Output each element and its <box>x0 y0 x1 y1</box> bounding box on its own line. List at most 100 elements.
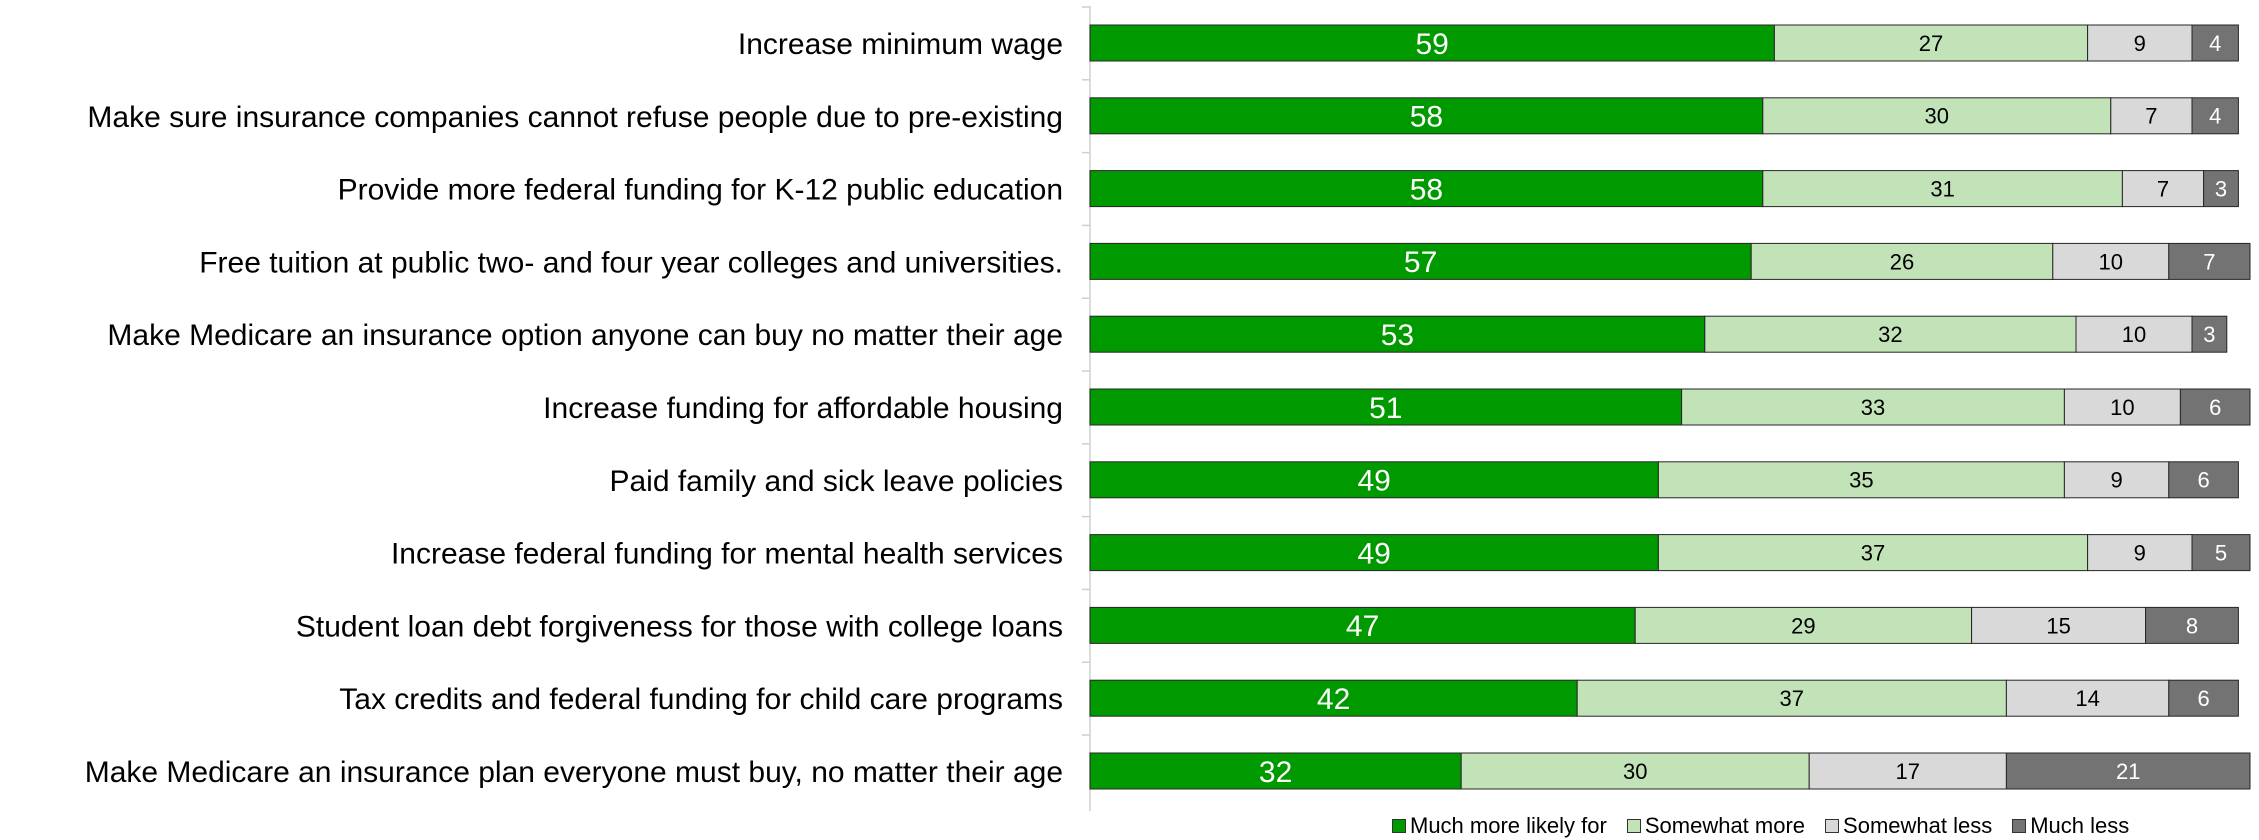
legend-item-much-less: Much less <box>2012 813 2129 839</box>
legend-label-somewhat-more: Somewhat more <box>1644 813 1806 838</box>
bar-much-more-likely-for-2 <box>1089 97 1764 135</box>
data-label-much-more-likely-for-11: 32 <box>1259 756 1292 789</box>
bar-much-less-8 <box>2191 534 2251 572</box>
data-label-much-more-likely-for-7: 49 <box>1358 465 1391 498</box>
data-label-somewhat-more-9: 29 <box>1791 613 1815 638</box>
category-label-increase-funding-for-affordable-housing: Increase funding for affordable housing <box>543 392 1063 425</box>
data-label-much-more-likely-for-1: 59 <box>1416 28 1449 61</box>
legend-swatch-somewhat-more <box>1626 819 1641 833</box>
bar-somewhat-more-5 <box>1704 315 2077 353</box>
data-label-much-less-8: 5 <box>2215 541 2227 566</box>
data-label-somewhat-less-7: 9 <box>2110 468 2122 493</box>
category-label-increase-federal-funding-for-mental-heal: Increase federal funding for mental heal… <box>391 538 1063 571</box>
data-label-much-more-likely-for-5: 53 <box>1381 319 1414 352</box>
legend-item-somewhat-less: Somewhat less <box>1825 813 1992 839</box>
legend-item-much-more: Much more likely for <box>1392 813 1607 839</box>
bar-somewhat-more-1 <box>1773 24 2089 62</box>
data-label-somewhat-less-6: 10 <box>2110 395 2134 420</box>
bar-much-more-likely-for-6 <box>1089 388 1683 426</box>
bar-much-less-9 <box>2145 606 2239 644</box>
bar-much-more-likely-for-1 <box>1089 24 1775 62</box>
bar-much-more-likely-for-7 <box>1089 461 1659 499</box>
bar-much-more-likely-for-10 <box>1089 679 1578 717</box>
data-label-much-less-6: 6 <box>2209 395 2221 420</box>
data-label-much-less-4: 7 <box>2203 249 2215 274</box>
data-label-much-less-9: 8 <box>2186 613 2198 638</box>
bar-much-less-7 <box>2168 461 2239 499</box>
bar-much-less-6 <box>2179 388 2251 426</box>
bar-much-less-2 <box>2191 97 2239 135</box>
category-label-tax-credits-and-federal-funding-for-chil: Tax credits and federal funding for chil… <box>339 683 1063 716</box>
bar-somewhat-less-9 <box>1971 606 2147 644</box>
data-label-much-more-likely-for-2: 58 <box>1410 101 1443 134</box>
bar-somewhat-more-6 <box>1681 388 2065 426</box>
bar-much-less-4 <box>2168 242 2251 280</box>
bar-somewhat-more-3 <box>1762 170 2123 208</box>
bar-somewhat-more-8 <box>1657 534 2089 572</box>
bar-somewhat-less-10 <box>2005 679 2170 717</box>
data-label-somewhat-more-1: 27 <box>1919 31 1943 56</box>
category-label-increase-minimum-wage: Increase minimum wage <box>738 28 1063 61</box>
data-label-much-less-10: 6 <box>2197 686 2209 711</box>
data-label-somewhat-more-2: 30 <box>1925 104 1949 129</box>
bar-much-more-likely-for-3 <box>1089 170 1764 208</box>
data-label-somewhat-more-3: 31 <box>1930 177 1954 202</box>
data-label-much-more-likely-for-3: 58 <box>1410 173 1443 206</box>
legend-label-much-more: Much more likely for <box>1410 813 1607 838</box>
data-label-somewhat-less-2: 7 <box>2145 104 2157 129</box>
bar-somewhat-less-8 <box>2087 534 2193 572</box>
data-label-somewhat-more-6: 33 <box>1861 395 1885 420</box>
data-label-much-more-likely-for-4: 57 <box>1404 246 1437 279</box>
data-label-somewhat-more-10: 37 <box>1780 686 1804 711</box>
data-label-somewhat-more-8: 37 <box>1861 541 1885 566</box>
data-label-somewhat-less-4: 10 <box>2099 249 2123 274</box>
bar-somewhat-more-2 <box>1762 97 2112 135</box>
data-label-much-less-11: 21 <box>2116 759 2140 784</box>
data-label-somewhat-more-4: 26 <box>1890 249 1914 274</box>
bar-much-more-likely-for-5 <box>1089 315 1706 353</box>
category-label-make-sure-insurance-companies-cannot-ref: Make sure insurance companies cannot ref… <box>87 101 1063 134</box>
bar-somewhat-less-6 <box>2063 388 2181 426</box>
data-label-much-less-3: 3 <box>2215 177 2227 202</box>
data-label-somewhat-less-3: 7 <box>2157 177 2169 202</box>
legend-swatch-much-less <box>2012 819 2027 833</box>
bar-somewhat-less-3 <box>2121 170 2205 208</box>
data-label-somewhat-less-11: 17 <box>1896 759 1920 784</box>
bar-much-more-likely-for-4 <box>1089 242 1752 280</box>
category-label-free-tuition-at-public-two-and-four-year: Free tuition at public two- and four yea… <box>199 246 1063 279</box>
category-label-make-medicare-an-insurance-option-anyone: Make Medicare an insurance option anyone… <box>107 319 1063 352</box>
data-label-somewhat-more-7: 35 <box>1849 468 1873 493</box>
bar-somewhat-more-10 <box>1576 679 2007 717</box>
legend-swatch-much-more <box>1392 819 1406 833</box>
data-label-somewhat-less-1: 9 <box>2134 31 2146 56</box>
category-label-provide-more-federal-funding-for-k-12-pu: Provide more federal funding for K-12 pu… <box>338 174 1063 207</box>
data-label-much-more-likely-for-6: 51 <box>1369 392 1402 425</box>
legend: Much more likely for Somewhat more Somew… <box>1392 813 2129 839</box>
legend-swatch-somewhat-less <box>1825 819 1840 833</box>
bar-somewhat-less-7 <box>2063 461 2170 499</box>
data-label-much-more-likely-for-10: 42 <box>1317 683 1350 716</box>
data-label-somewhat-less-5: 10 <box>2122 322 2146 347</box>
bar-somewhat-more-11 <box>1460 752 1810 790</box>
category-label-student-loan-debt-forgiveness-for-those-: Student loan debt forgiveness for those … <box>296 610 1063 643</box>
data-label-much-more-likely-for-9: 47 <box>1346 610 1379 643</box>
bar-somewhat-less-1 <box>2087 24 2193 62</box>
data-label-much-less-2: 4 <box>2209 104 2221 129</box>
bar-somewhat-less-4 <box>2052 242 2170 280</box>
data-label-somewhat-less-9: 15 <box>2046 613 2070 638</box>
category-label-paid-family-and-sick-leave-policies: Paid family and sick leave policies <box>609 465 1063 498</box>
bar-much-less-10 <box>2168 679 2239 717</box>
bar-much-less-3 <box>2203 170 2239 208</box>
data-label-much-less-7: 6 <box>2197 468 2209 493</box>
bar-much-less-5 <box>2191 315 2228 353</box>
bar-much-less-11 <box>2005 752 2251 790</box>
data-label-much-less-1: 4 <box>2209 31 2221 56</box>
data-label-much-more-likely-for-8: 49 <box>1358 537 1391 570</box>
bar-much-less-1 <box>2191 24 2239 62</box>
data-label-somewhat-more-11: 30 <box>1623 759 1647 784</box>
legend-item-somewhat-more: Somewhat more <box>1626 813 1806 839</box>
category-label-make-medicare-an-insurance-plan-everyone: Make Medicare an insurance plan everyone… <box>85 756 1063 789</box>
data-label-somewhat-more-5: 32 <box>1878 322 1902 347</box>
bar-somewhat-more-7 <box>1657 461 2065 499</box>
